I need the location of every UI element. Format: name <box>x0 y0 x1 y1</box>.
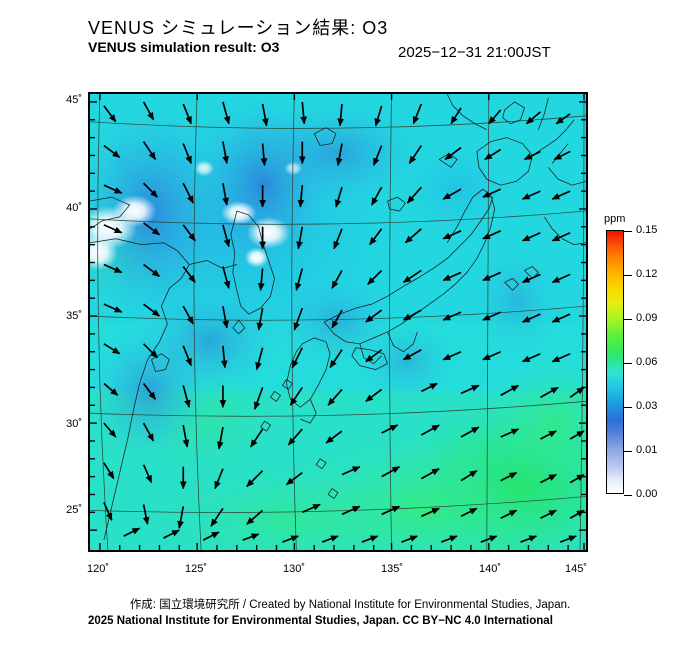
page-title-japanese: VENUS シミュレーション結果: O3 <box>88 18 389 38</box>
timestamp-label: 2025−12−31 21:00JST <box>398 44 551 61</box>
lon-tick-label-145: 145˚ <box>564 563 588 575</box>
credit-line-english: 2025 National Institute for Environmenta… <box>88 615 553 627</box>
colorbar-tick-5 <box>624 451 632 452</box>
lon-tick-label-125: 125˚ <box>184 563 208 575</box>
lat-tick-label-35: 35˚ <box>66 310 82 322</box>
colorbar-label-0.00: 0.00 <box>636 488 658 500</box>
colorbar-label-0.01: 0.01 <box>636 444 658 456</box>
lon-tick-label-120: 120˚ <box>86 563 110 575</box>
colorbar-label-0.09: 0.09 <box>636 312 658 324</box>
colorbar-unit-label: ppm <box>604 213 626 225</box>
lat-tick-label-25: 25˚ <box>66 504 82 516</box>
ozone-map-plot[interactable] <box>88 92 588 552</box>
colorbar-label-0.06: 0.06 <box>636 356 658 368</box>
colorbar-tick-6 <box>624 495 632 496</box>
colorbar-tick-4 <box>624 407 632 408</box>
lon-tick-label-130: 130˚ <box>282 563 306 575</box>
page-title-english: VENUS simulation result: O3 <box>88 39 280 55</box>
colorbar-tick-0 <box>624 231 632 232</box>
colorbar-label-0.12: 0.12 <box>636 268 658 280</box>
colorbar-tick-3 <box>624 363 632 364</box>
colorbar-label-0.15: 0.15 <box>636 224 658 236</box>
colorbar-label-0.03: 0.03 <box>636 400 658 412</box>
colorbar-tick-2 <box>624 319 632 320</box>
colorbar-gradient <box>606 230 624 494</box>
lat-tick-label-40: 40˚ <box>66 202 82 214</box>
lon-tick-label-140: 140˚ <box>478 563 502 575</box>
credit-line-japanese: 作成: 国立環境研究所 / Created by National Instit… <box>129 599 571 611</box>
map-canvas <box>90 94 586 550</box>
lat-tick-label-30: 30˚ <box>66 418 82 430</box>
lon-tick-label-135: 135˚ <box>380 563 404 575</box>
lat-tick-label-45: 45˚ <box>66 94 82 106</box>
colorbar-tick-1 <box>624 275 632 276</box>
